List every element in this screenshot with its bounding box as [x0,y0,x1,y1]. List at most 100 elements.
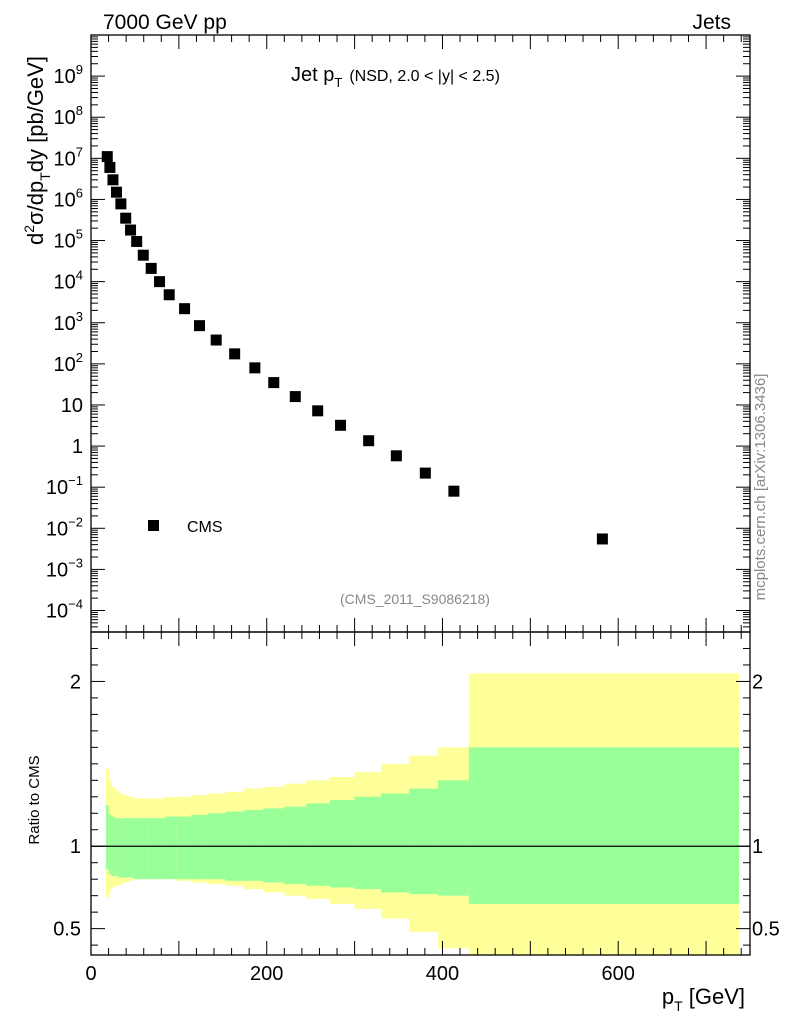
y-tick-label-main-2: 10−2 [46,514,83,540]
tick-base: 10 [46,477,68,499]
data-point-7 [131,235,143,247]
y-tick-label-ratio-left-1: 1 [70,836,81,858]
y-tick-label-ratio-right-1: 1 [752,836,763,858]
data-point-6 [125,224,137,236]
plot-title-main: Jet p [291,64,334,86]
x-axis-label: pT [GeV] [662,984,745,1014]
tick-exponent: 3 [76,309,83,324]
data-point-10 [154,276,166,288]
data-point-13 [194,320,206,332]
plot-title-sub: T [334,75,342,90]
tick-base: 10 [46,518,68,540]
inner-band-bin-13 [191,814,209,880]
inner-band-bin-19 [306,803,331,886]
ylabel-d: d [23,233,48,245]
inner-band-bin-8 [140,818,148,880]
data-points [101,151,608,545]
tick-exponent: −2 [68,514,83,529]
tick-base: 10 [46,601,68,623]
tick-base: 10 [54,231,76,253]
inner-band-bin-10 [156,818,166,880]
tick-exponent: 7 [76,144,83,159]
tick-base: 10 [54,354,76,376]
data-point-12 [179,303,191,315]
tick-base: 10 [54,66,76,88]
xlabel-p: p [662,984,674,1009]
data-point-20 [335,419,347,431]
inner-band-bin-18 [284,806,307,885]
data-point-16 [249,362,261,374]
tick-exponent: 5 [76,227,83,242]
data-point-23 [419,467,431,479]
tick-base: 10 [54,313,76,335]
inner-band-bin-21 [354,796,382,890]
data-point-24 [448,485,460,497]
data-point-19 [312,405,324,417]
tick-marks [90,34,750,955]
inner-band-bin-23 [409,788,439,895]
header-observable-label: Jets [692,11,731,34]
side-credit-label: mcplots.cern.ch [arXiv:1306.3436] [752,374,769,601]
ylabel-sigma: σ/dp [23,181,48,225]
y-tick-label-ratio-right-0: 0.5 [752,919,780,941]
analysis-tag: (CMS_2011_S9086218) [340,591,490,607]
ylabel-t: T [37,172,53,181]
y-tick-label-main-6: 102 [54,350,83,376]
inner-band-bin-9 [147,818,157,880]
y-tick-label-main-12: 108 [54,103,83,129]
tick-labels: 10−410−310−210−1110102103104105106107108… [46,62,780,985]
legend: CMS [148,519,223,536]
ratio-bands [105,673,740,955]
inner-band-bin-24 [438,780,470,896]
data-point-4 [115,198,127,210]
data-point-25 [596,533,608,545]
ylabel-rest: dy [pb/GeV] [23,56,48,172]
tick-exponent: −4 [68,597,83,612]
xlabel-t: T [674,998,683,1014]
data-point-18 [289,391,301,403]
y-tick-label-ratio-right-2: 2 [752,671,763,693]
tick-exponent: 6 [76,185,83,200]
inner-band-bin-25 [468,747,740,904]
y-tick-label-main-7: 103 [54,309,83,335]
y-tick-label-main-0: 10−4 [46,597,83,623]
tick-exponent: 8 [76,103,83,118]
data-point-2 [107,174,119,186]
x-tick-label-1: 200 [250,963,283,985]
tick-exponent: 2 [76,350,83,365]
y-tick-label-main-8: 104 [54,268,83,294]
data-point-22 [390,450,402,462]
inner-band-bin-22 [380,793,410,893]
y-tick-label-ratio-left-0: 0.5 [53,919,81,941]
main-panel-frame [90,34,751,633]
inner-band-bin-17 [263,808,285,883]
tick-exponent: 9 [76,62,83,77]
x-tick-label-3: 600 [602,963,635,985]
inner-band-bin-0 [105,805,110,870]
x-tick-label-0: 0 [85,963,96,985]
inner-band-bin-16 [243,809,264,881]
y-tick-label-main-9: 105 [54,227,83,253]
y-tick-label-main-1: 10−3 [46,555,83,581]
ratio-y-axis-label: Ratio to CMS [26,755,43,844]
plot-title: Jet pT (NSD, 2.0 < |y| < 2.5) [291,64,500,90]
y-tick-label-main-11: 107 [54,144,83,170]
ylabel-two: 2 [21,225,37,233]
y-tick-label-main-5: 10 [61,395,83,417]
data-point-9 [145,262,157,274]
y-tick-label-main-10: 106 [54,185,83,211]
y-tick-label-main-13: 109 [54,62,83,88]
ratio-panel-frame [90,631,751,956]
data-point-14 [210,334,222,346]
data-point-21 [363,435,375,447]
plot-title-cut: (NSD, 2.0 < |y| < 2.5) [349,68,500,85]
inner-band-bin-6 [127,818,134,878]
inner-band-bin-20 [329,800,356,888]
tick-base: 10 [54,148,76,170]
tick-base: 10 [46,559,68,581]
y-tick-label-main-3: 10−1 [46,473,83,499]
axes-frames [90,34,751,956]
xlabel-rest: [GeV] [683,984,745,1009]
header-energy-label: 7000 GeV pp [103,11,227,34]
